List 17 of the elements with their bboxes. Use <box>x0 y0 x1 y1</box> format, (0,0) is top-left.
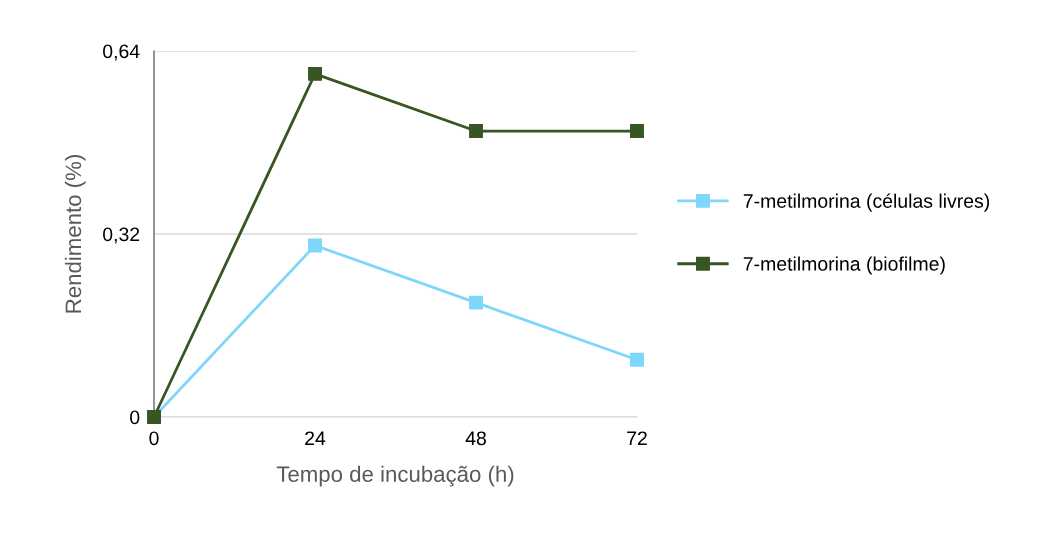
x-axis-title: Tempo de incubação (h) <box>276 465 514 487</box>
point <box>469 124 483 139</box>
y-tick-label: 0,32 <box>103 227 140 244</box>
point <box>469 295 483 310</box>
point <box>630 352 644 367</box>
y-tick-label: 0 <box>130 410 140 425</box>
x-tick-label: 0 <box>149 431 159 446</box>
point <box>308 66 322 81</box>
y-axis-title: Rendimento (%) <box>64 155 86 313</box>
point <box>630 124 644 139</box>
x-tick-label: 24 <box>305 431 326 445</box>
point <box>308 238 322 253</box>
legend-label: 7-metilmorina (células livres) <box>743 193 990 212</box>
y-tick-label: 0,64 <box>103 44 140 61</box>
x-tick-label: 72 <box>627 431 647 445</box>
legend-label: 7-metilmorina (biofilme) <box>743 256 945 275</box>
x-tick-label: 48 <box>465 431 486 446</box>
